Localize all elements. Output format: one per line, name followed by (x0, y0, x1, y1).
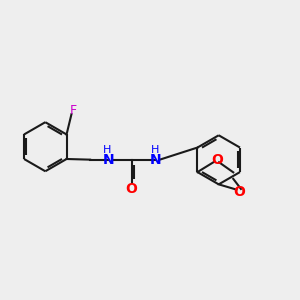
Text: H: H (150, 146, 159, 155)
Text: O: O (233, 184, 245, 199)
Text: H: H (103, 146, 112, 155)
Text: N: N (149, 153, 161, 167)
Text: N: N (102, 153, 114, 167)
Text: O: O (126, 182, 138, 196)
Text: F: F (70, 104, 77, 117)
Text: O: O (211, 153, 223, 167)
